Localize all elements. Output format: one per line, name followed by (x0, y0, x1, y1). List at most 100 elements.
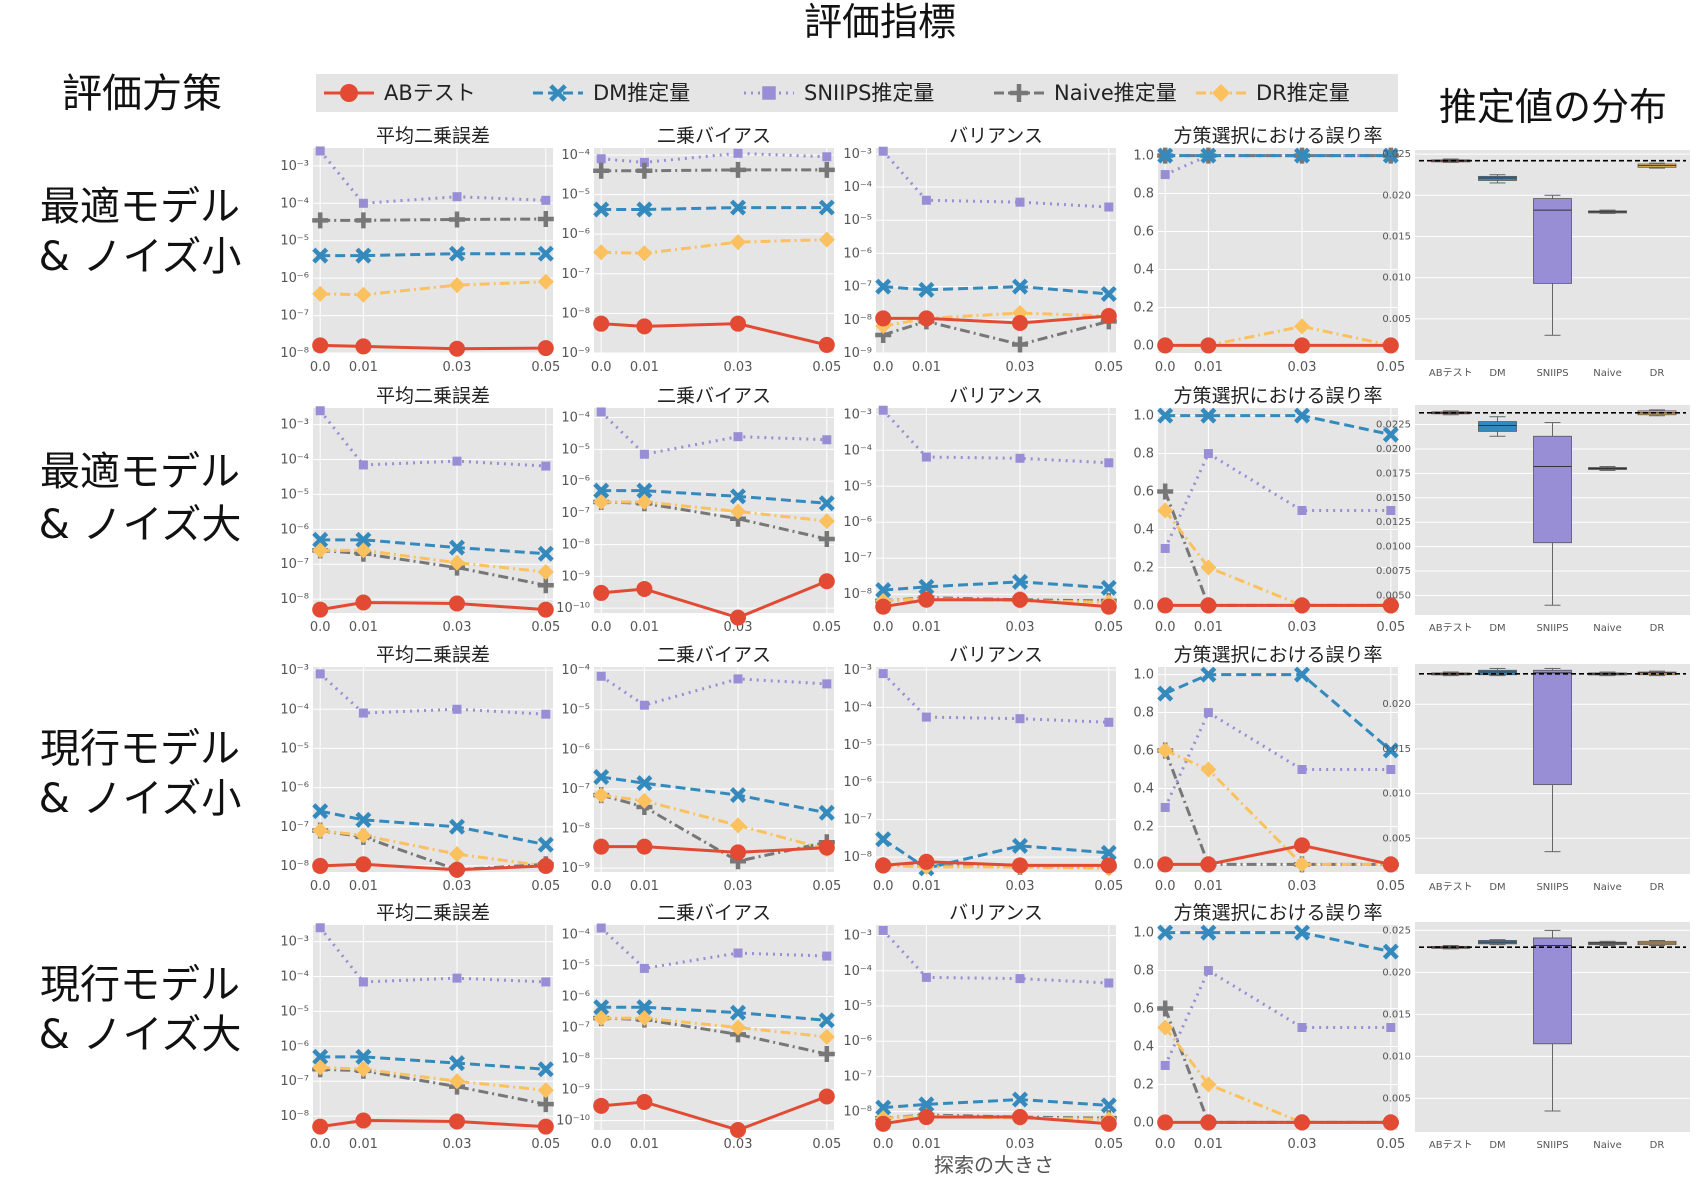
y-tick-label: 10⁻⁶ (843, 1034, 872, 1049)
box-4 (1637, 162, 1677, 169)
data-point (449, 1073, 465, 1090)
data-point (636, 580, 653, 597)
x-tick-label: 0.03 (1006, 360, 1035, 375)
category-label: DM (1489, 623, 1505, 634)
x-tick-label: 0.05 (812, 360, 841, 375)
legend-label: DR推定量 (1256, 81, 1350, 105)
category-label: Naive (1593, 882, 1621, 893)
panel-background (876, 925, 1116, 1130)
box-body (1533, 669, 1572, 786)
y-tick-label: 10⁻⁶ (280, 271, 309, 286)
data-point (537, 340, 554, 357)
x-tick-label: 0.01 (630, 1137, 659, 1152)
x-tick-label: 0.0 (873, 360, 894, 375)
data-point (1294, 837, 1310, 854)
panel-title: 方策選択における誤り率 (1173, 125, 1382, 147)
series-0 (312, 1112, 554, 1135)
x-tick-label: 0.0 (873, 879, 894, 894)
data-point (355, 531, 372, 548)
y-tick-label: 10⁻⁹ (843, 346, 872, 361)
data-point (1160, 543, 1170, 553)
data-point (593, 201, 610, 218)
data-point (537, 211, 554, 228)
data-point (596, 923, 606, 933)
series-line (320, 280, 546, 297)
data-point (1015, 714, 1025, 724)
y-tick-label: 0.0200 (1376, 444, 1411, 455)
series-line (601, 1016, 827, 1039)
panel-r0-c2: バリアンス 10⁻⁹ 10⁻⁸ 10⁻⁷ 10⁻⁶ 10⁻⁵ 10⁻⁴ 10⁻³ 0.0 0.01… (843, 125, 1123, 375)
panel-background (594, 148, 834, 353)
y-tick-label: 10⁻⁵ (843, 738, 872, 753)
data-point (1012, 1091, 1028, 1108)
boxplot-r1: 0.0050 0.0075 0.0100 0.0125 0.0150 0.0175 0.02… (1376, 405, 1690, 634)
x-tick-label: 0.03 (443, 879, 472, 894)
y-tick-label: 10⁻³ (843, 663, 872, 678)
panel-r3-c2: バリアンス 10⁻⁸ 10⁻⁷ 10⁻⁶ 10⁻⁵ 10⁻⁴ 10⁻³ 0.0 0.01 0.03… (843, 902, 1123, 1152)
panel-r3-c3: 方策選択における誤り率 0.0 0.2 0.4 0.6 0.8 1.0 0.0 0.01 0.03… (1133, 902, 1405, 1152)
y-tick-label: 0.0225 (1376, 420, 1411, 431)
x-tick-label: 0.05 (1094, 879, 1123, 894)
data-point (818, 1012, 835, 1029)
panel-title: 二乗バイアス (657, 125, 771, 147)
series-2 (596, 407, 832, 459)
y-tick-label: 10⁻⁵ (843, 999, 872, 1014)
y-tick-label: 10⁻⁹ (561, 346, 590, 361)
series-line (1164, 673, 1392, 752)
data-point (733, 674, 743, 684)
series-1 (875, 278, 1117, 302)
data-point (878, 669, 888, 679)
series-2 (315, 923, 551, 987)
y-tick-label: 0.020 (1382, 699, 1411, 710)
row-header: 評価方策 (62, 71, 222, 117)
legend-label: DM推定量 (593, 81, 690, 105)
series-line (883, 863, 1109, 870)
data-point (312, 337, 329, 354)
series-line (319, 600, 546, 612)
y-tick-label: 10⁻⁶ (280, 522, 309, 537)
data-point (355, 247, 372, 264)
data-point (822, 951, 832, 961)
y-tick-label: 10⁻⁹ (561, 569, 590, 584)
y-tick-label: 0.8 (1133, 447, 1154, 462)
y-tick-label: 10⁻³ (843, 147, 872, 162)
y-tick-label: 0.6 (1133, 225, 1154, 240)
y-tick-label: 10⁻⁵ (843, 213, 872, 228)
panel-r0-c3: 方策選択における誤り率 0.0 0.2 0.4 0.6 0.8 1.0 0.0 0.01 0.03… (1133, 125, 1405, 375)
data-point (596, 407, 606, 417)
data-point (358, 460, 368, 470)
data-point (1012, 336, 1028, 353)
data-point (921, 972, 931, 982)
y-tick-label: 10⁻⁶ (561, 474, 590, 489)
panel-title: 二乗バイアス (657, 385, 771, 407)
box-body (1533, 435, 1572, 544)
data-point (312, 542, 329, 559)
series-line (601, 168, 827, 173)
data-point (730, 844, 746, 861)
series-line (882, 311, 1109, 328)
data-point (730, 1122, 746, 1138)
x-tick-label: 0.0 (310, 879, 331, 894)
y-tick-label: 10⁻⁴ (280, 453, 309, 468)
series-1 (593, 199, 835, 218)
data-point (312, 1048, 329, 1065)
data-point (875, 598, 892, 615)
y-tick-label: 0.0050 (1376, 590, 1411, 601)
category-label: DR (1650, 368, 1665, 379)
x-tick-label: 0.0 (1155, 360, 1176, 375)
data-point (1382, 742, 1399, 759)
data-point (1157, 147, 1174, 164)
data-point (449, 211, 465, 228)
data-point (733, 948, 743, 958)
x-tick-label: 0.0 (873, 620, 894, 635)
x-tick-label: 0.01 (912, 360, 941, 375)
data-point (730, 315, 746, 332)
boxplot-r2: 0.005 0.010 0.015 0.020 ABテスト DM SNIIPS Naive DR (1382, 664, 1690, 893)
data-point (355, 212, 372, 229)
data-point (730, 787, 746, 804)
y-tick-label: 0.010 (1382, 1051, 1411, 1062)
x-tick-label: 0.05 (812, 1137, 841, 1152)
data-point (639, 449, 649, 459)
series-line (883, 597, 1109, 604)
